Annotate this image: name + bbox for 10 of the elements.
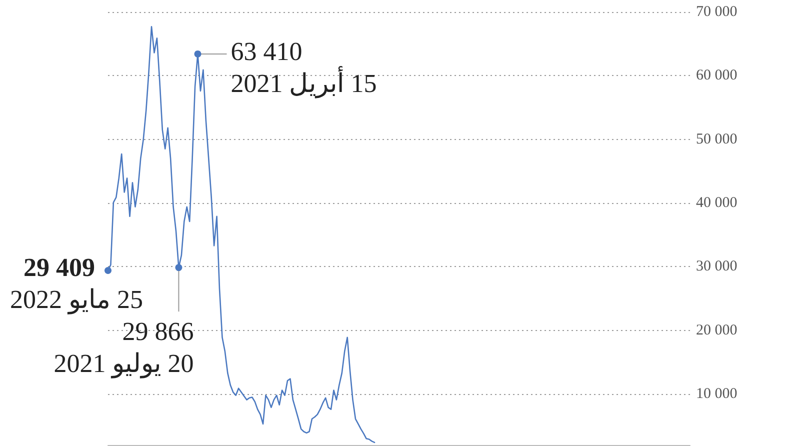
- y-tick-label: 20 000: [696, 322, 738, 338]
- point: [104, 266, 112, 274]
- point: [194, 50, 202, 58]
- y-tick-label: 40 000: [696, 195, 738, 212]
- y-tick-label: 60 000: [696, 68, 738, 84]
- y-tick-label: 50 000: [696, 131, 738, 148]
- y-tick-label: 10 000: [696, 386, 738, 402]
- point: [175, 264, 182, 272]
- y-tick-label: 30 000: [696, 258, 738, 275]
- y-tick-label: 70 000: [696, 4, 738, 20]
